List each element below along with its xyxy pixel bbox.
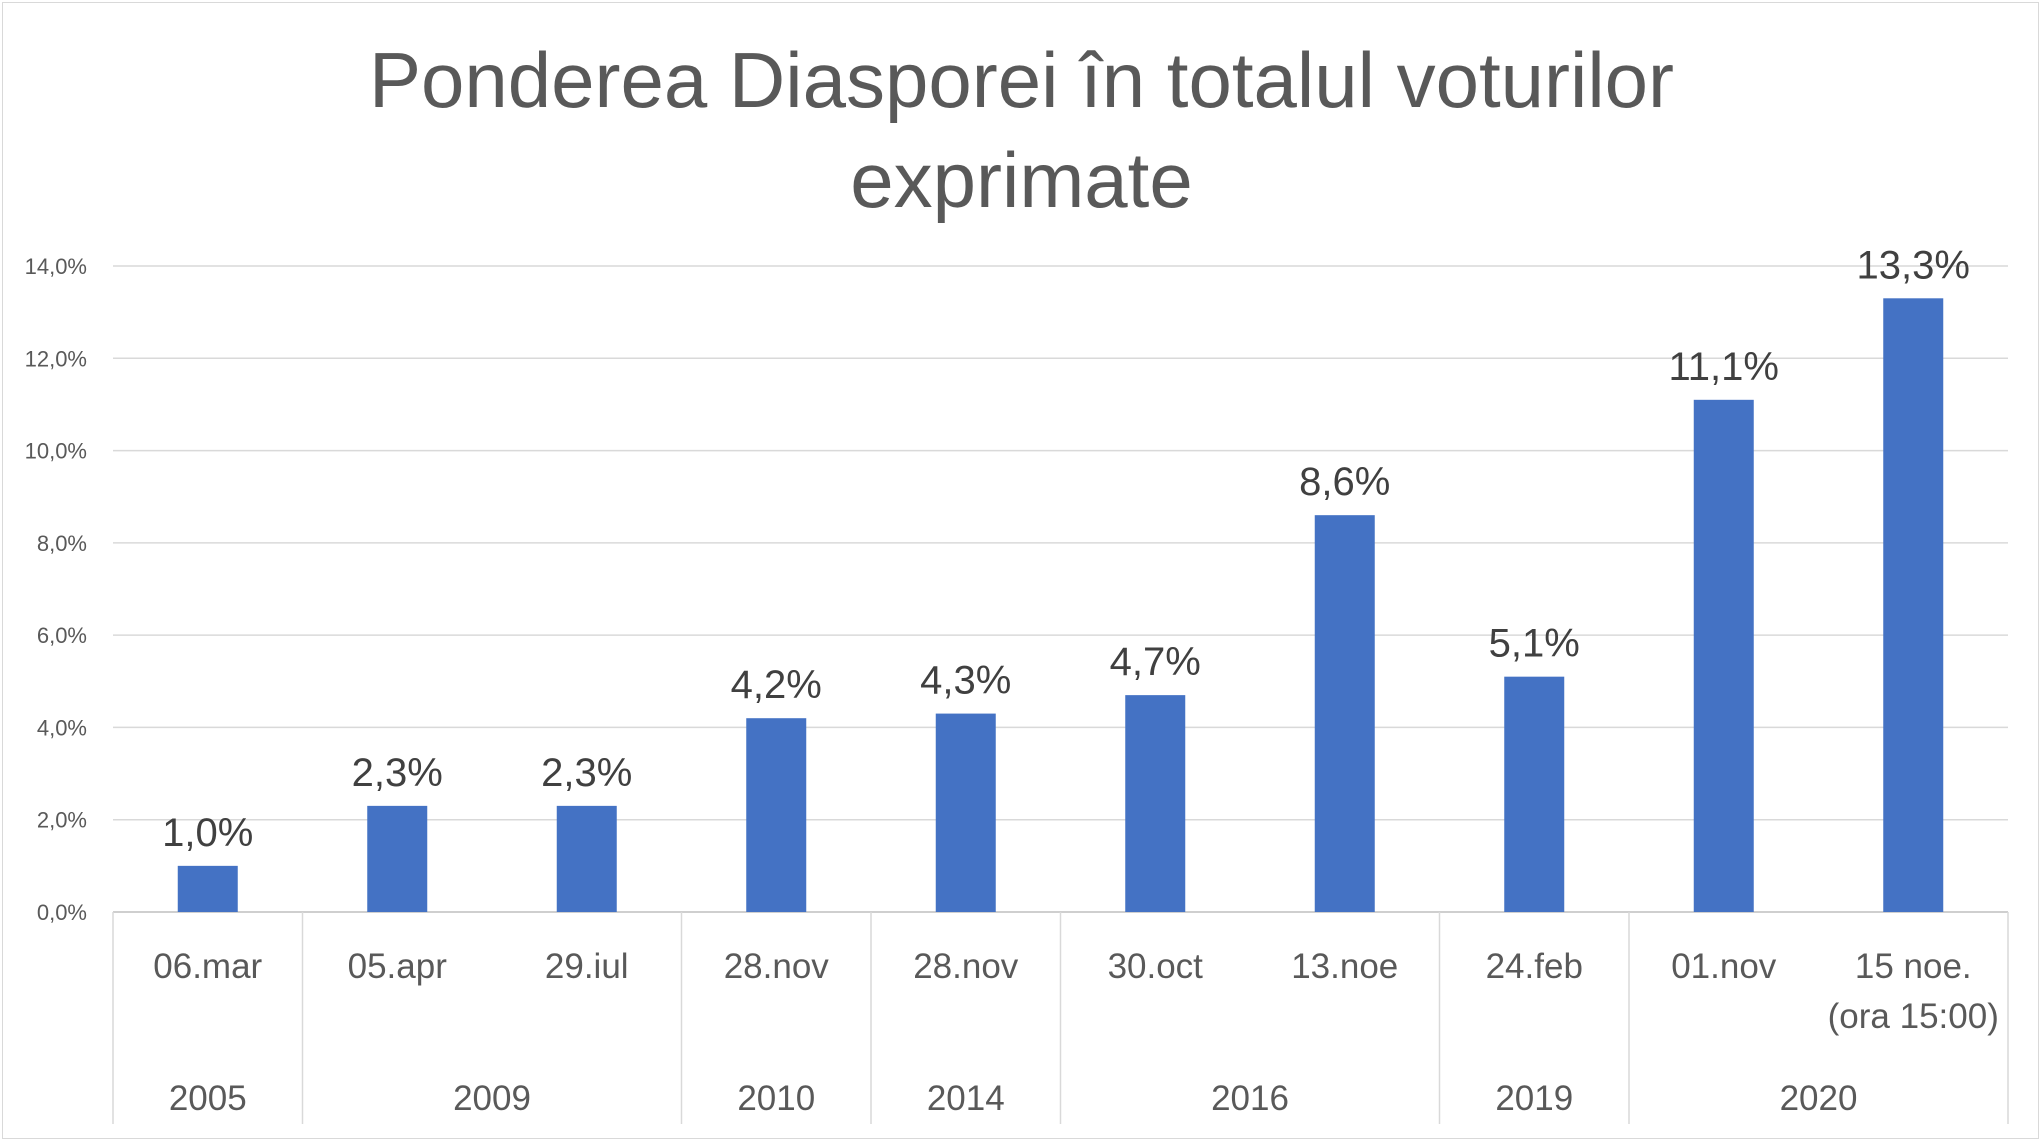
x-tick-label-line: 28.nov [724, 947, 830, 986]
group-label: 2009 [453, 1079, 531, 1118]
y-tick-label: 6,0% [37, 623, 87, 648]
group-label: 2005 [169, 1079, 247, 1118]
y-tick-label: 10,0% [25, 439, 87, 464]
bar [1883, 298, 1944, 912]
x-tick-label: 30.oct [1108, 947, 1204, 986]
x-tick-label: 29.iul [545, 947, 629, 986]
data-label: 11,1% [1669, 345, 1779, 389]
data-label: 8,6% [1299, 460, 1390, 504]
x-tick-label-line: 24.feb [1486, 947, 1583, 986]
data-label: 4,2% [731, 663, 822, 707]
data-label: 13,3% [1857, 243, 1970, 287]
chart-title: Ponderea Diasporei în totalul voturilor … [0, 30, 2043, 230]
group-label: 2019 [1495, 1079, 1573, 1118]
bar [177, 865, 238, 912]
y-tick-label: 8,0% [37, 531, 87, 556]
data-label: 2,3% [541, 751, 632, 795]
chart-title-line-2: exprimate [850, 136, 1193, 224]
x-tick-label: 28.nov [913, 947, 1019, 986]
x-tick-label-line: 28.nov [913, 947, 1019, 986]
data-label: 4,3% [920, 659, 1011, 703]
group-label: 2016 [1211, 1079, 1289, 1118]
x-tick-label: 13.noe [1291, 947, 1398, 986]
group-label: 2014 [927, 1079, 1005, 1118]
data-label: 4,7% [1110, 640, 1201, 684]
bar [746, 718, 807, 912]
group-label: 2020 [1780, 1079, 1858, 1118]
x-tick-label: 05.apr [348, 947, 448, 986]
x-tick-label-line: 15 noe. [1855, 947, 1972, 986]
y-tick-label: 2,0% [37, 808, 87, 833]
bar [935, 713, 996, 912]
x-tick-label-line: 06.mar [153, 947, 262, 986]
bar [1693, 399, 1754, 912]
x-tick-label: 06.mar [153, 947, 262, 986]
y-tick-label: 4,0% [37, 715, 87, 740]
data-label: 1,0% [162, 811, 253, 855]
x-tick-label-line: 01.nov [1671, 947, 1777, 986]
x-tick-label: 15 noe. (ora 15:00) [1828, 947, 1999, 1036]
chart-title-line-1: Ponderea Diasporei în totalul voturilor [368, 36, 1675, 124]
bar [1504, 676, 1565, 912]
data-label: 5,1% [1489, 622, 1580, 666]
x-tick-label-line: 29.iul [545, 947, 629, 986]
y-tick-label: 12,0% [25, 346, 87, 371]
x-tick-label-line: 13.noe [1291, 947, 1398, 986]
bar [1125, 695, 1186, 912]
y-tick-label: 14,0% [25, 254, 87, 279]
bar [556, 805, 617, 912]
x-tick-label-line: (ora 15:00) [1828, 997, 1999, 1036]
y-tick-label: 0,0% [37, 900, 87, 925]
x-tick-label: 01.nov [1671, 947, 1777, 986]
group-label: 2010 [737, 1079, 815, 1118]
bar [367, 805, 428, 912]
x-tick-label: 24.feb [1486, 947, 1583, 986]
x-tick-label-line: 05.apr [348, 947, 448, 986]
data-label: 2,3% [352, 751, 443, 795]
x-tick-label-line: 30.oct [1108, 947, 1204, 986]
x-tick-label: 28.nov [724, 947, 830, 986]
bar [1314, 515, 1375, 912]
